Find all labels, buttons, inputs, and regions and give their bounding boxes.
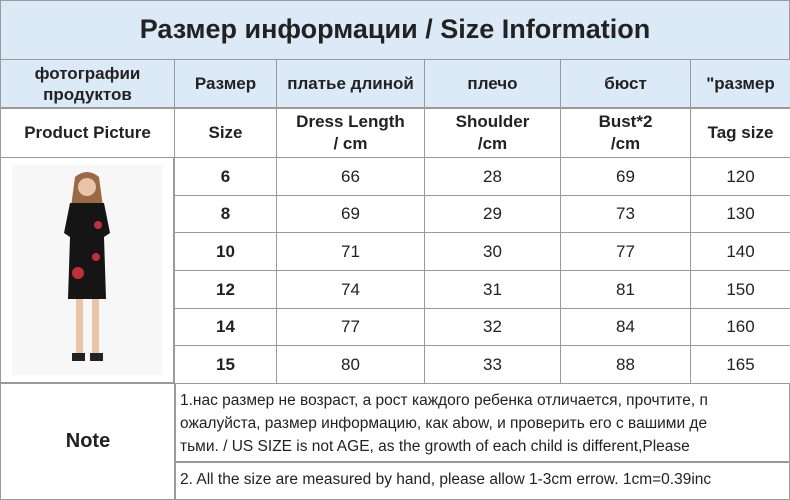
value-cell: 28: [424, 157, 561, 196]
value-cell: 31: [424, 270, 561, 309]
size-cell: 12: [174, 270, 277, 309]
size-cell: 8: [174, 194, 277, 234]
note-line: тьми. / US SIZE is not AGE, as the growt…: [180, 438, 690, 455]
header-cell: Tag size: [690, 107, 790, 158]
note-line: ожалуйста, размер информацию, как abow, …: [180, 415, 708, 432]
size-cell: 6: [174, 157, 277, 196]
note-line: 1.нас размер не возраст, а рост каждого …: [180, 392, 708, 409]
value-cell: 88: [560, 345, 691, 384]
value-cell: 77: [276, 307, 425, 347]
header-cell: Shoulder /cm: [424, 107, 561, 158]
header-cell: фотографии продуктов: [0, 59, 175, 109]
value-cell: 80: [276, 345, 425, 384]
note-line: 2. All the size are measured by hand, pl…: [180, 471, 712, 488]
value-cell: 165: [690, 345, 790, 384]
title: Размер информации / Size Information: [0, 0, 790, 60]
value-cell: 33: [424, 345, 561, 384]
value-cell: 120: [690, 157, 790, 196]
size-cell: 14: [174, 307, 277, 347]
header-cell: "размер: [690, 59, 790, 109]
value-cell: 66: [276, 157, 425, 196]
header-cell: Размер: [174, 59, 277, 109]
value-cell: 32: [424, 307, 561, 347]
value-cell: 140: [690, 232, 790, 271]
header-cell: Bust*2 /cm: [560, 107, 691, 158]
value-cell: 81: [560, 270, 691, 309]
value-cell: 130: [690, 194, 790, 234]
header-cell: платье длиной: [276, 59, 425, 109]
value-cell: 74: [276, 270, 425, 309]
value-cell: 160: [690, 307, 790, 347]
header-cell: Product Picture: [0, 107, 175, 158]
note-label: Note: [0, 383, 176, 500]
value-cell: 84: [560, 307, 691, 347]
header-cell: плечо: [424, 59, 561, 109]
header-cell: Dress Length / cm: [276, 107, 425, 158]
value-cell: 69: [276, 194, 425, 234]
size-cell: 15: [174, 345, 277, 384]
product-picture: [0, 157, 174, 383]
value-cell: 77: [560, 232, 691, 271]
value-cell: 73: [560, 194, 691, 234]
value-cell: 150: [690, 270, 790, 309]
product-photo: [12, 165, 162, 375]
value-cell: 29: [424, 194, 561, 234]
value-cell: 30: [424, 232, 561, 271]
value-cell: 69: [560, 157, 691, 196]
header-cell: Size: [174, 107, 277, 158]
size-cell: 10: [174, 232, 277, 271]
header-cell: бюст: [560, 59, 691, 109]
value-cell: 71: [276, 232, 425, 271]
